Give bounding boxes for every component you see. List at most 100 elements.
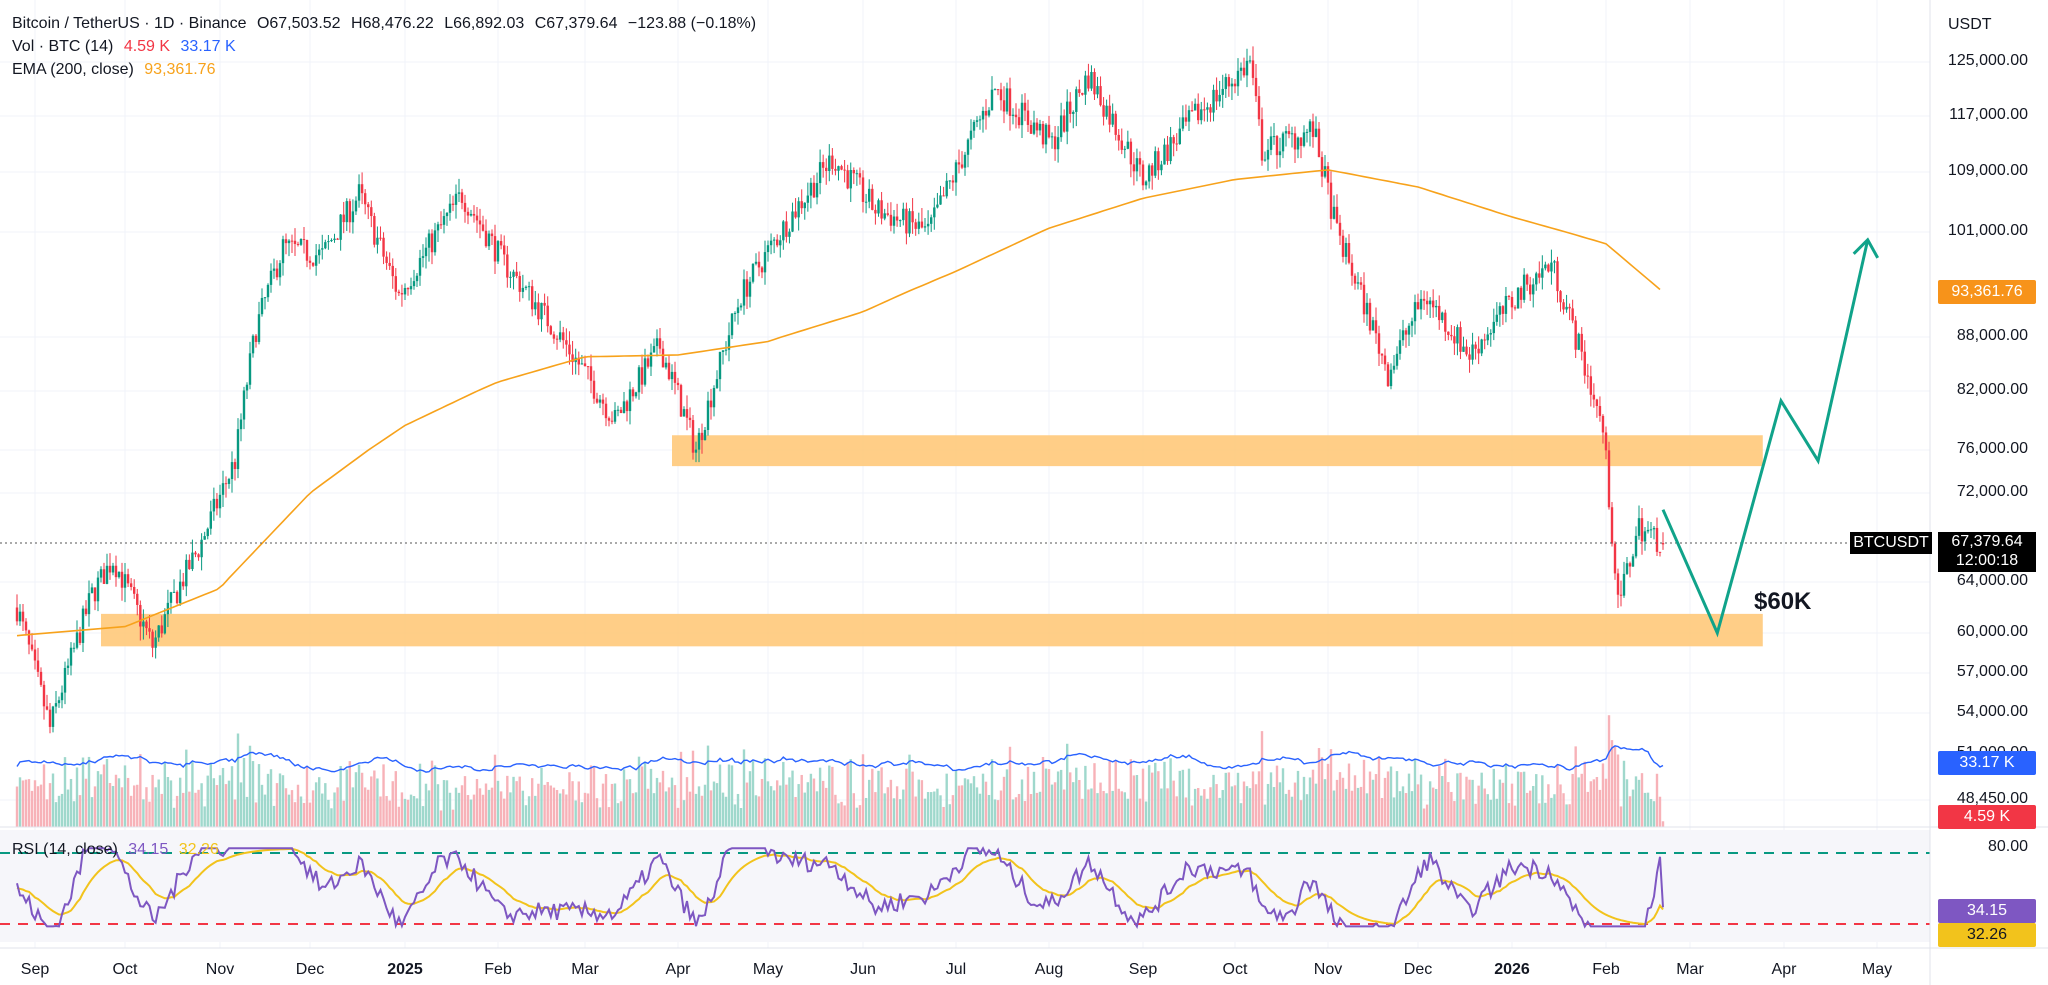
support-zone[interactable]	[672, 435, 1763, 467]
candle-body	[936, 204, 939, 208]
volume-bar	[454, 787, 458, 827]
rsi-legend[interactable]: RSI (14, close) 34.15 32.26	[12, 841, 225, 859]
candle-body	[445, 212, 449, 217]
candle-body	[354, 200, 358, 212]
volume-bar	[1056, 771, 1060, 827]
candle-body	[120, 571, 124, 588]
candle-body	[108, 565, 112, 573]
volume-bar	[81, 757, 85, 827]
candle-body	[499, 241, 503, 246]
candle-body	[975, 120, 979, 122]
volume-bar	[151, 774, 154, 827]
volume-bar	[72, 801, 76, 827]
volume-bar	[27, 779, 31, 827]
candle-body	[518, 276, 521, 292]
volume-bar	[646, 788, 650, 827]
candle-body	[1504, 295, 1508, 314]
volume-bar	[66, 789, 70, 827]
candle-body	[1462, 346, 1465, 352]
candle-body	[1658, 551, 1662, 553]
candle-body	[760, 267, 764, 273]
candle-body	[327, 241, 330, 243]
candle-body	[534, 302, 537, 310]
volume-bar	[1008, 746, 1012, 827]
candle-body	[126, 574, 130, 584]
volume-bar	[1227, 772, 1231, 827]
candle-body	[834, 168, 837, 171]
volume-bar	[1075, 767, 1078, 827]
volume-bar	[601, 783, 605, 827]
volume-bar	[679, 751, 683, 827]
candle-body	[1041, 123, 1045, 145]
candle-body	[957, 162, 961, 165]
candle-body	[406, 287, 410, 290]
candle-body	[506, 254, 509, 278]
ema-legend[interactable]: EMA (200, close) 93,361.76	[12, 61, 221, 79]
volume-bar	[640, 766, 644, 827]
candle-body	[978, 119, 982, 121]
volume-bar	[1296, 770, 1300, 827]
volume-bar	[874, 792, 877, 827]
time-tick-label: Jun	[850, 961, 876, 978]
candle-body	[565, 340, 568, 345]
volume-bar	[580, 802, 584, 827]
candle-body	[45, 706, 49, 710]
candle-body	[877, 200, 880, 214]
time-tick-label: Dec	[296, 961, 324, 978]
volume-bar	[1441, 776, 1444, 827]
volume-bar	[111, 785, 115, 827]
candle-body	[727, 335, 731, 350]
volume-bar	[1293, 782, 1297, 827]
candle-body	[1344, 243, 1348, 257]
candle-body	[275, 268, 279, 278]
volume-bar	[108, 783, 112, 827]
candle-body	[803, 202, 806, 209]
volume-bar	[1157, 771, 1160, 827]
symbol-title[interactable]: Bitcoin / TetherUS · 1D · Binance	[12, 15, 247, 32]
candle-body	[1200, 109, 1203, 121]
candle-body	[345, 201, 348, 223]
candle-body	[87, 593, 91, 615]
volume-bar	[1141, 768, 1145, 827]
volume-bar	[534, 795, 537, 827]
candle-body	[736, 307, 740, 314]
candle-body	[806, 195, 810, 203]
candle-body	[1447, 331, 1450, 335]
candle-body	[920, 221, 924, 228]
volume-bar	[1038, 791, 1042, 827]
volume-bar	[96, 771, 100, 827]
candle-body	[1628, 563, 1632, 567]
candle-body	[724, 349, 728, 351]
candle-body	[537, 302, 540, 320]
candle-body	[191, 552, 194, 570]
volume-bar	[1519, 772, 1523, 827]
volume-bar	[1359, 786, 1363, 827]
time-axis[interactable]: Sep Oct Nov Dec 2025 Feb Mar Apr May Jun Jul Aug Sep…	[21, 961, 1892, 978]
volume-bar	[24, 779, 28, 827]
ema-value: 93,361.76	[144, 61, 216, 78]
support-zone[interactable]	[101, 613, 1763, 647]
volume-bar	[1047, 769, 1051, 827]
volume-bar	[1553, 794, 1556, 827]
volume-bar	[1193, 788, 1197, 827]
currency-label[interactable]: USDT	[1948, 16, 1992, 33]
volume-bar	[333, 792, 336, 827]
candle-body	[1353, 275, 1357, 284]
target-annotation: $60K	[1754, 588, 1812, 615]
volume-bar	[1269, 772, 1273, 827]
volume-legend[interactable]: Vol · BTC (14) 4.59 K 33.17 K	[12, 38, 242, 56]
volume-bar	[1544, 802, 1547, 827]
candle-body	[1392, 365, 1396, 370]
candle-body	[1595, 399, 1599, 407]
candle-body	[1302, 132, 1306, 146]
candle-body	[400, 293, 404, 295]
price-tick-label: 88,000.00	[1956, 327, 2028, 344]
candle-body	[51, 706, 55, 727]
candle-body	[571, 354, 574, 363]
volume-bar	[691, 750, 695, 827]
volume-bar	[972, 776, 976, 827]
volume-bar	[652, 793, 656, 827]
volume-bar	[1565, 804, 1568, 827]
volume-bar	[84, 778, 88, 827]
